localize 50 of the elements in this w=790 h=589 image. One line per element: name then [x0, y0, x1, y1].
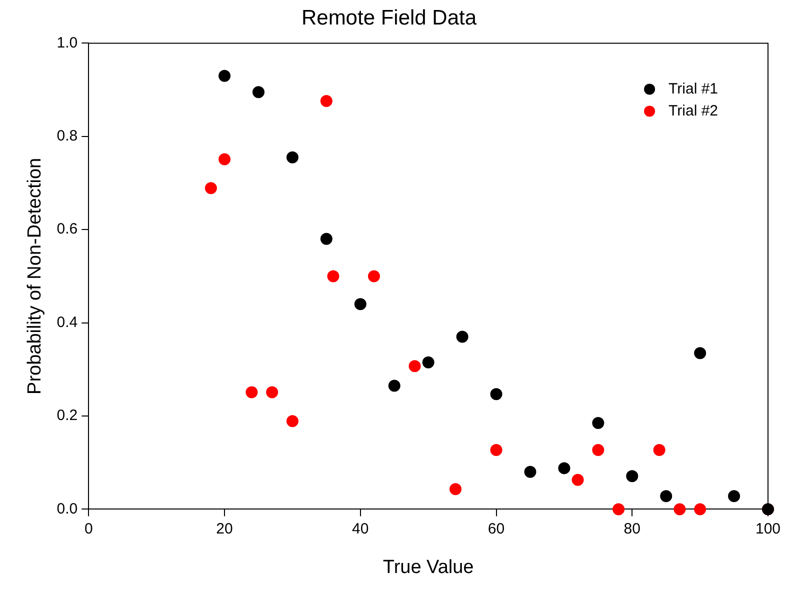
x-axis-title: True Value [382, 556, 474, 578]
point [320, 94, 332, 107]
point [572, 474, 584, 486]
legend-label: Trial #1 [668, 80, 718, 98]
point [653, 444, 666, 456]
point [456, 330, 468, 343]
point [490, 388, 502, 400]
x-tick-label: 0 [84, 520, 93, 538]
y-tick-label: 0.6 [56, 220, 78, 238]
point [368, 270, 380, 282]
legend-label: Trial #2 [668, 102, 718, 120]
point [286, 415, 298, 428]
point [327, 270, 340, 282]
point [626, 470, 638, 482]
point [490, 444, 502, 456]
point [524, 466, 536, 478]
point [320, 232, 332, 245]
point [674, 503, 686, 516]
x-tick-label: 40 [352, 520, 369, 538]
chart-title: Remote Field Data [301, 6, 477, 30]
point [388, 380, 400, 392]
y-tick-label: 0.0 [56, 500, 78, 518]
x-tick-label: 100 [755, 520, 781, 538]
point [450, 483, 462, 496]
x-tick-label: 80 [624, 520, 640, 538]
point [246, 386, 258, 398]
point [252, 86, 264, 98]
point [422, 356, 434, 368]
point [694, 347, 706, 360]
x-tick-label: 20 [216, 520, 233, 538]
point [408, 360, 421, 372]
point [354, 298, 366, 310]
y-tick-label: 0.2 [56, 407, 78, 424]
y-tick-label: 0.4 [56, 314, 78, 331]
point [204, 182, 217, 194]
point [558, 462, 570, 474]
x-tick-label: 60 [488, 520, 505, 538]
y-tick-label: 1.0 [56, 34, 78, 52]
point [612, 503, 625, 516]
point [694, 503, 706, 516]
point [728, 490, 740, 502]
y-axis-title: Probability of Non-Detection [24, 158, 46, 394]
point [218, 70, 231, 82]
point [286, 151, 298, 164]
point [266, 386, 278, 398]
point [592, 444, 604, 456]
y-tick-label: 0.8 [56, 128, 78, 145]
point [592, 416, 604, 429]
point [660, 490, 672, 502]
point [218, 153, 231, 166]
